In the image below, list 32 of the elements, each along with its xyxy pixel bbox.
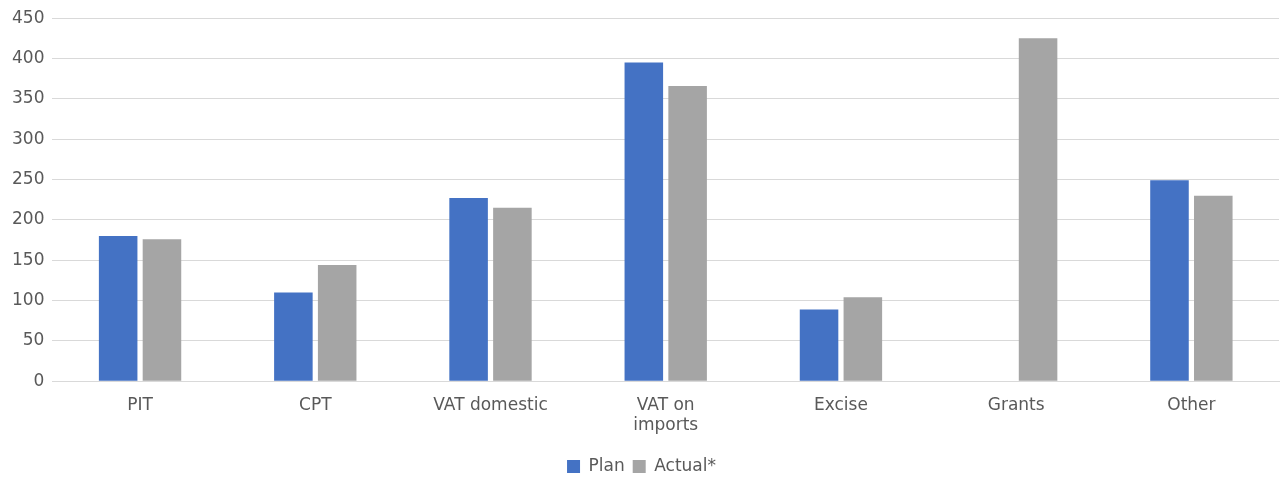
x-tick-label: VAT on imports: [633, 393, 699, 435]
bar: [493, 207, 532, 381]
bar: [449, 198, 488, 381]
y-tick-label: 300: [11, 127, 45, 148]
legend-label: Actual*: [654, 454, 716, 475]
y-tick-label: 200: [11, 208, 45, 229]
y-tick-label: 350: [11, 87, 45, 108]
bar: [668, 85, 707, 381]
y-tick-label: 50: [22, 329, 45, 350]
bar: [799, 309, 839, 381]
y-tick-label: 400: [11, 46, 45, 67]
x-tick-label: CPT: [299, 393, 333, 414]
y-tick-label: 150: [11, 248, 45, 269]
x-tick-label: PIT: [127, 393, 154, 414]
bar: [142, 239, 182, 381]
x-tick-label: Excise: [814, 393, 868, 414]
y-tick-label: 0: [33, 369, 45, 390]
x-tick-label: Other: [1167, 393, 1216, 414]
bar: [1194, 195, 1233, 381]
y-tick-label: 450: [11, 6, 45, 27]
bar: [317, 265, 357, 381]
legend-label: Plan: [588, 454, 625, 475]
bar: [624, 62, 664, 381]
bar: [274, 292, 313, 381]
y-tick-label: 250: [11, 167, 45, 188]
x-tick-label: Grants: [987, 393, 1045, 414]
bar: [98, 236, 138, 381]
y-tick-label: 100: [11, 288, 45, 309]
x-tick-label: VAT domestic: [433, 393, 548, 414]
bar: [1150, 180, 1189, 381]
bar: [1018, 38, 1058, 381]
bar: [843, 297, 883, 381]
